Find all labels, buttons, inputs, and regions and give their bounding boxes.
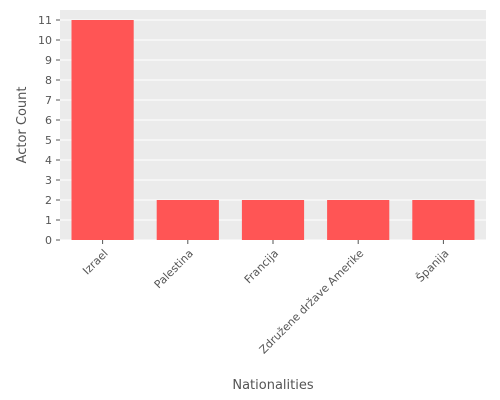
x-tick-label-1: Palestina <box>152 247 196 291</box>
x-axis-title: Nationalities <box>232 378 313 393</box>
x-tick-label-0: Izrael <box>80 247 110 277</box>
y-tick-label-6: 6 <box>45 114 52 127</box>
y-tick-label-8: 8 <box>45 74 52 87</box>
bar-3 <box>327 200 390 240</box>
x-tick-label-2: Francija <box>242 247 281 286</box>
y-axis-title: Actor Count <box>15 87 30 164</box>
x-tick-label-4: Španija <box>414 247 452 285</box>
y-axis-ticks: 0 1 2 3 4 5 6 7 8 9 10 11 <box>38 14 60 247</box>
bars <box>71 20 475 240</box>
bar-1 <box>156 200 219 240</box>
y-tick-label-2: 2 <box>45 194 52 207</box>
y-tick-label-4: 4 <box>45 154 52 167</box>
bar-0 <box>71 20 134 240</box>
y-tick-label-1: 1 <box>45 214 52 227</box>
y-tick-label-11: 11 <box>38 14 52 27</box>
bar-2 <box>241 200 305 240</box>
y-tick-label-0: 0 <box>45 234 52 247</box>
y-tick-label-9: 9 <box>45 54 52 67</box>
y-tick-label-10: 10 <box>38 34 52 47</box>
y-tick-label-3: 3 <box>45 174 52 187</box>
y-tick-label-7: 7 <box>45 94 52 107</box>
bar-4 <box>412 200 475 240</box>
y-tick-label-5: 5 <box>45 134 52 147</box>
